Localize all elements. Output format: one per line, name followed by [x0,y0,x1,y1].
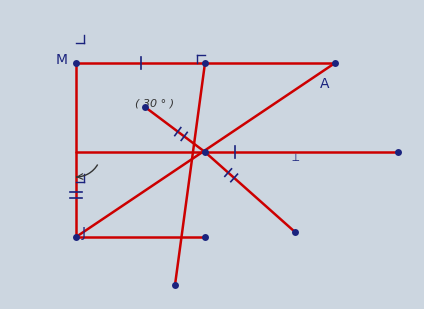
Text: A: A [320,77,329,91]
Text: ( 30 ° ): ( 30 ° ) [135,98,174,108]
Text: J: J [82,226,86,240]
Text: M: M [56,53,68,67]
Text: $\perp$: $\perp$ [289,151,301,163]
